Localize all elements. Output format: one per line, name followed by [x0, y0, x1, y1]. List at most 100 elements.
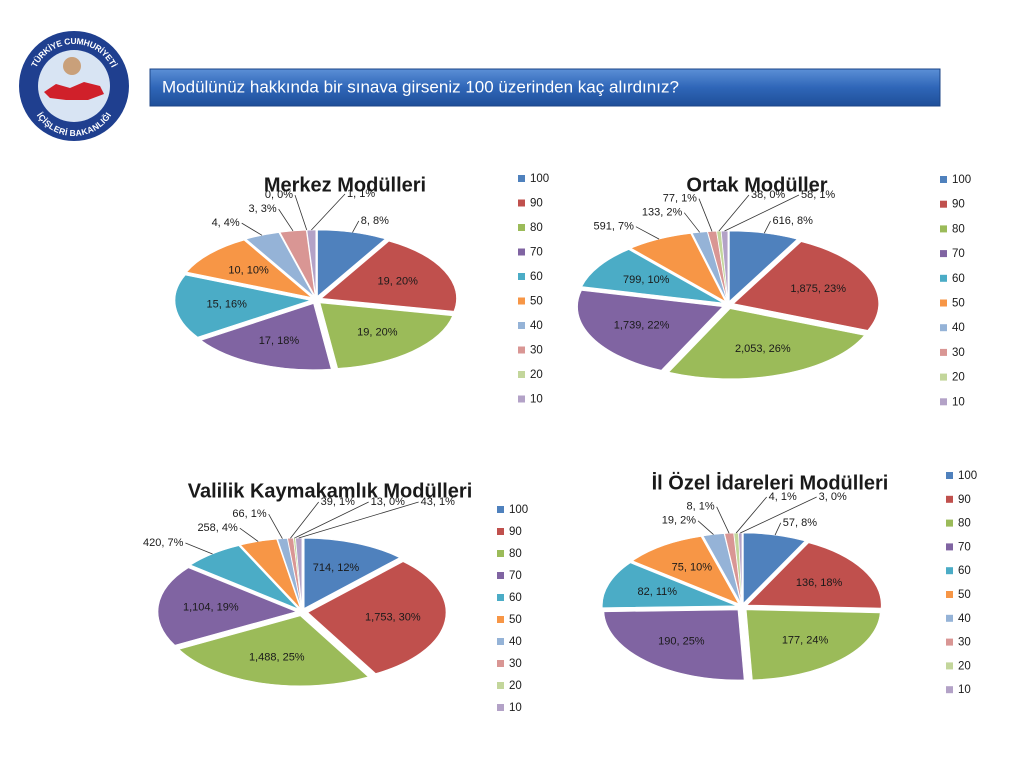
leader-line	[635, 226, 660, 240]
pie-slice	[733, 241, 879, 331]
data-label: 8, 8%	[361, 215, 389, 227]
legend-label: 60	[958, 565, 971, 577]
legend-swatch	[518, 175, 525, 182]
legend-label: 60	[509, 592, 522, 604]
data-label: 13, 0%	[371, 496, 405, 508]
leader-line	[718, 194, 750, 232]
logo: TÜRKİYE CUMHURİYETİ İÇİŞLERİ BAKANLIĞI	[19, 31, 129, 141]
legend-label: 100	[509, 504, 528, 516]
data-label: 77, 1%	[663, 193, 697, 205]
pie-slice	[577, 290, 724, 371]
legend-swatch	[497, 528, 504, 535]
data-label: 1,739, 22%	[614, 319, 670, 331]
legend-swatch	[940, 324, 947, 332]
leader-line	[683, 212, 701, 233]
leader-line	[268, 513, 283, 539]
legend-label: 60	[530, 271, 543, 283]
leader-line	[774, 522, 782, 536]
legend-label: 20	[958, 660, 971, 672]
data-label: 10, 10%	[228, 264, 269, 276]
data-label: 2,053, 26%	[735, 343, 791, 355]
legend-swatch	[940, 373, 947, 381]
pie-slice	[746, 542, 882, 609]
leader-line	[185, 542, 213, 555]
chart-title: İl Özel İdareleri Modülleri	[652, 471, 889, 494]
legend-swatch	[946, 495, 953, 503]
legend-swatch	[518, 224, 525, 231]
data-label: 1,104, 19%	[183, 602, 239, 614]
legend-swatch	[940, 348, 947, 356]
data-label: 0, 0%	[265, 189, 293, 201]
legend-swatch	[518, 273, 525, 280]
data-label: 133, 2%	[642, 207, 683, 219]
data-label: 1,488, 25%	[249, 651, 305, 663]
leader-line	[740, 496, 817, 534]
legend-label: 70	[509, 570, 522, 582]
legend-swatch	[497, 594, 504, 601]
legend-swatch	[940, 250, 947, 258]
data-label: 136, 18%	[796, 577, 843, 589]
legend-label: 50	[958, 589, 971, 601]
legend-swatch	[497, 506, 504, 513]
leader-line	[294, 195, 308, 231]
legend-swatch	[940, 225, 947, 233]
legend-swatch	[940, 274, 947, 282]
data-label: 258, 4%	[197, 522, 238, 534]
data-label: 66, 1%	[232, 508, 266, 520]
pie-slice	[178, 615, 369, 687]
legend-swatch	[497, 682, 504, 689]
legend-label: 50	[509, 614, 522, 626]
legend-label: 80	[952, 223, 965, 235]
pie-slice	[307, 561, 447, 674]
legend-label: 20	[530, 369, 543, 381]
legend-label: 80	[958, 518, 971, 530]
data-label: 1,753, 30%	[365, 612, 421, 624]
pie-slice	[200, 303, 332, 370]
pie-slice	[190, 545, 299, 610]
legend-label: 60	[952, 273, 965, 285]
pie-slice	[743, 532, 806, 604]
legend-swatch	[946, 519, 953, 527]
legend-label: 90	[509, 526, 522, 538]
pie-slice	[186, 239, 312, 298]
leader-line	[763, 220, 771, 234]
pie-slice	[603, 609, 745, 681]
legend-swatch	[497, 616, 504, 623]
legend-swatch	[518, 199, 525, 207]
legend-label: 40	[530, 320, 543, 332]
chart-title: Ortak Modüller	[686, 174, 827, 196]
data-label: 3, 0%	[819, 491, 847, 503]
header-bar	[149, 68, 941, 107]
legend-swatch	[946, 662, 953, 670]
leader-line	[294, 501, 369, 539]
legend-label: 30	[952, 347, 965, 359]
legend-label: 80	[509, 548, 522, 560]
data-label: 190, 25%	[658, 636, 705, 648]
legend-label: 100	[952, 174, 971, 186]
data-label: 4, 4%	[212, 217, 240, 229]
legend-label: 10	[509, 702, 522, 714]
chart-title: Valilik Kaymakamlık Modülleri	[188, 480, 473, 502]
legend-swatch	[940, 176, 947, 183]
legend-label: 10	[952, 396, 965, 408]
pie-slice	[240, 538, 301, 609]
data-label: 19, 2%	[662, 515, 696, 527]
data-label: 714, 12%	[313, 562, 360, 574]
legend-swatch	[946, 543, 953, 551]
leader-line	[716, 506, 730, 534]
pie-slice	[668, 308, 865, 379]
legend-swatch	[946, 614, 953, 622]
legend-label: 10	[530, 394, 543, 406]
legend-swatch	[940, 200, 947, 208]
legend-swatch	[946, 638, 953, 646]
data-label: 591, 7%	[594, 221, 635, 233]
legend-swatch	[518, 297, 525, 305]
leader-line	[352, 220, 360, 233]
pie-slice	[745, 609, 881, 681]
legend-label: 90	[952, 199, 965, 211]
data-label: 38, 0%	[751, 189, 785, 201]
leader-line	[724, 194, 800, 232]
leader-line	[241, 222, 263, 236]
logo-map	[44, 82, 104, 100]
legend-swatch	[497, 660, 504, 667]
